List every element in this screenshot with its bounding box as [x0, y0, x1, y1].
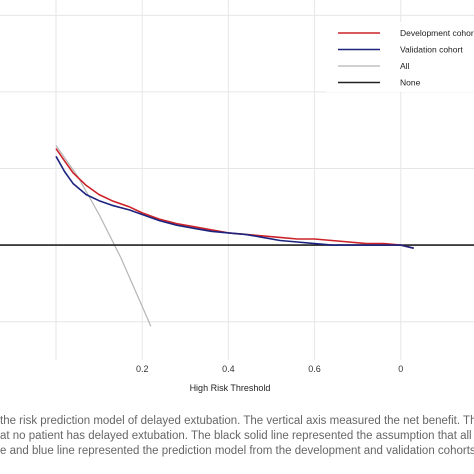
- x-tick-label-0: 0.2: [136, 364, 149, 374]
- caption-line-3: e and blue line represented the predicti…: [0, 445, 474, 457]
- x-axis-title: High Risk Threshold: [190, 383, 271, 393]
- legend-label-development-cohort: Development cohort: [400, 28, 474, 38]
- caption-line-2: at no patient has delayed extubation. Th…: [0, 430, 474, 442]
- caption-line-1: the risk prediction model of delayed ext…: [0, 415, 474, 427]
- legend-label-validation-cohort: Validation cohort: [400, 45, 463, 55]
- x-tick-label-3: 0: [398, 364, 403, 374]
- figure-caption: the risk prediction model of delayed ext…: [0, 414, 474, 474]
- series-group: [0, 145, 474, 327]
- legend-label-none: None: [400, 78, 421, 88]
- legend-label-all: All: [400, 61, 410, 71]
- x-tick-label-1: 0.4: [222, 364, 235, 374]
- series-line-all: [55, 145, 152, 327]
- x-tick-label-2: 0.6: [308, 364, 321, 374]
- legend-items: Development cohort Validation cohort All No…: [338, 28, 474, 88]
- x-tick-labels: 0.2 0.4 0.6 0: [136, 364, 403, 374]
- series-line-validation-cohort: [55, 155, 414, 249]
- legend: Development cohort Validation cohort All No…: [326, 22, 474, 92]
